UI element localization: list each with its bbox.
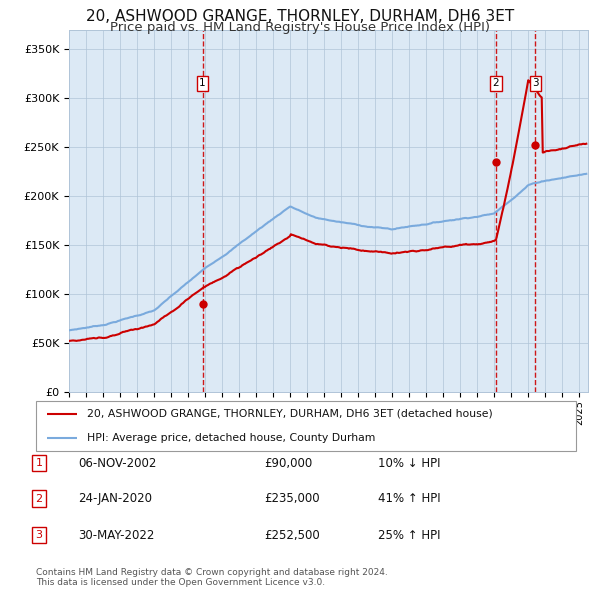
Text: 1: 1 bbox=[35, 458, 43, 468]
Text: 20, ASHWOOD GRANGE, THORNLEY, DURHAM, DH6 3ET: 20, ASHWOOD GRANGE, THORNLEY, DURHAM, DH… bbox=[86, 9, 514, 24]
Text: 41% ↑ HPI: 41% ↑ HPI bbox=[378, 492, 440, 505]
Text: 24-JAN-2020: 24-JAN-2020 bbox=[78, 492, 152, 505]
Text: £235,000: £235,000 bbox=[264, 492, 320, 505]
Text: £90,000: £90,000 bbox=[264, 457, 312, 470]
Text: HPI: Average price, detached house, County Durham: HPI: Average price, detached house, Coun… bbox=[88, 433, 376, 443]
Text: 10% ↓ HPI: 10% ↓ HPI bbox=[378, 457, 440, 470]
Text: 06-NOV-2002: 06-NOV-2002 bbox=[78, 457, 157, 470]
Text: 2: 2 bbox=[35, 494, 43, 503]
Text: 1: 1 bbox=[199, 78, 206, 88]
Text: 20, ASHWOOD GRANGE, THORNLEY, DURHAM, DH6 3ET (detached house): 20, ASHWOOD GRANGE, THORNLEY, DURHAM, DH… bbox=[88, 409, 493, 419]
Text: Price paid vs. HM Land Registry's House Price Index (HPI): Price paid vs. HM Land Registry's House … bbox=[110, 21, 490, 34]
Text: Contains HM Land Registry data © Crown copyright and database right 2024.
This d: Contains HM Land Registry data © Crown c… bbox=[36, 568, 388, 587]
Text: 30-MAY-2022: 30-MAY-2022 bbox=[78, 529, 154, 542]
Text: 2: 2 bbox=[492, 78, 499, 88]
Text: 3: 3 bbox=[35, 530, 43, 540]
Text: 25% ↑ HPI: 25% ↑ HPI bbox=[378, 529, 440, 542]
Text: £252,500: £252,500 bbox=[264, 529, 320, 542]
Text: 3: 3 bbox=[532, 78, 539, 88]
